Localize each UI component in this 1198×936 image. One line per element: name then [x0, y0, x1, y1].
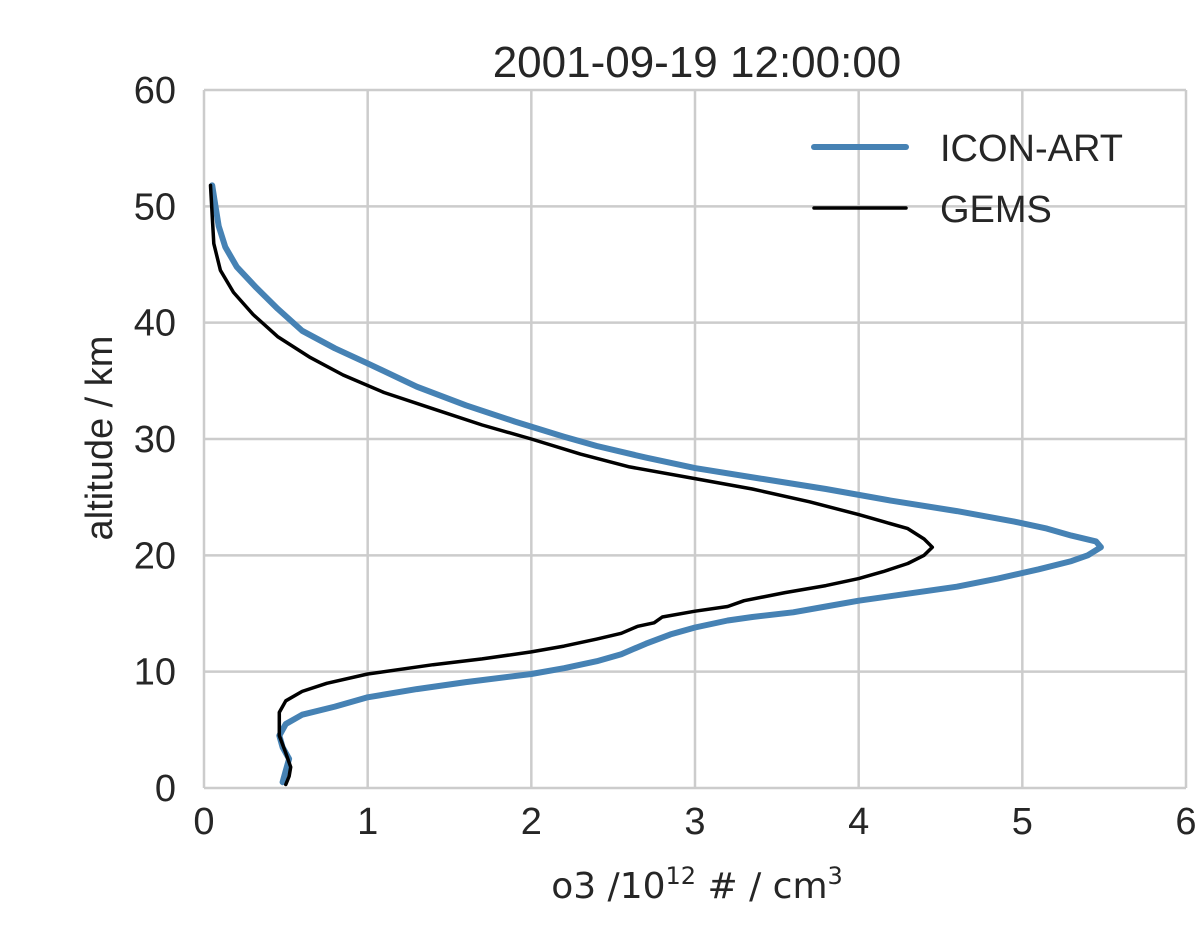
x-tick-label: 6 — [1175, 801, 1196, 843]
y-gridlines — [204, 88, 1186, 790]
x-axis-label-suffix-exponent: 3 — [828, 862, 843, 890]
series-layer — [208, 182, 1104, 787]
y-tick-label: 60 — [134, 70, 176, 112]
y-tick-label: 10 — [134, 652, 176, 694]
y-tick-labels: 0 10 20 30 40 50 60 — [134, 70, 176, 810]
y-tick-label: 40 — [134, 303, 176, 345]
chart-title: 2001-09-19 12:00:00 — [493, 38, 902, 87]
x-axis-label-exponent: 12 — [666, 862, 697, 890]
x-tick-label: 3 — [684, 801, 705, 843]
y-axis-label: altitude / km — [79, 336, 121, 541]
x-axis-label-suffix: # / cm — [696, 866, 827, 907]
y-tick-label: 0 — [155, 768, 176, 810]
x-tick-label: 5 — [1012, 801, 1033, 843]
x-tick-label: 1 — [357, 801, 378, 843]
y-tick-label: 20 — [134, 535, 176, 577]
x-axis-label-main: o3 /10 — [551, 866, 665, 907]
legend-label-icon-art: ICON-ART — [940, 128, 1123, 170]
y-tick-label: 50 — [134, 186, 176, 228]
x-tick-label: 0 — [193, 801, 214, 843]
x-tick-label: 2 — [521, 801, 542, 843]
y-tick-label: 30 — [134, 419, 176, 461]
x-axis-label: o3 /1012 # / cm3 — [551, 862, 843, 907]
legend-label-gems: GEMS — [940, 189, 1052, 231]
legend: ICON-ART GEMS — [811, 128, 1123, 231]
x-tick-label: 4 — [848, 801, 869, 843]
series-line-icon-art — [209, 182, 1104, 786]
x-tick-labels: 0 1 2 3 4 5 6 — [193, 801, 1196, 843]
series-line-gems — [208, 183, 935, 787]
